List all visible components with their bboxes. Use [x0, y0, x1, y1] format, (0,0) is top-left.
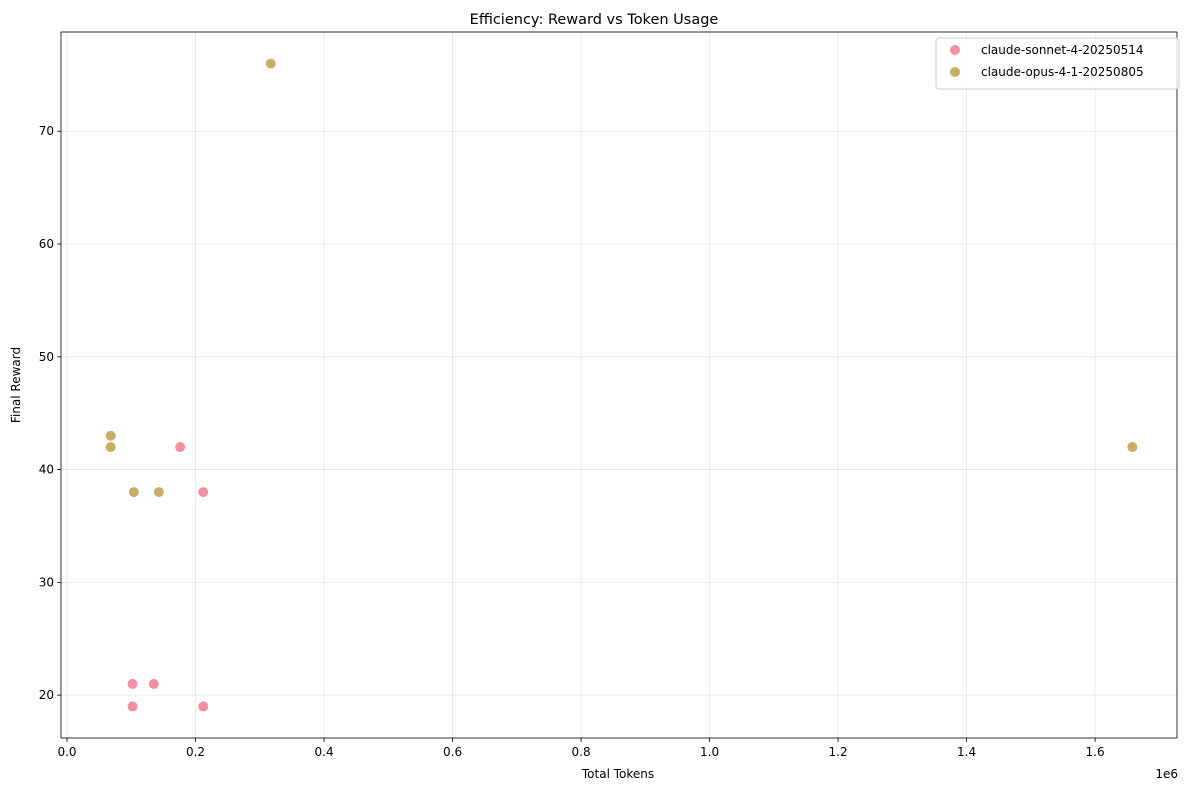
- x-tick-label: 1.4: [957, 745, 976, 759]
- data-point: [127, 701, 138, 712]
- series-1: [127, 442, 209, 712]
- axes-frame: [60, 31, 1178, 739]
- y-tick-label: 40: [39, 463, 54, 477]
- data-point: [265, 58, 276, 69]
- chart-title: Efficiency: Reward vs Token Usage: [470, 12, 719, 28]
- x-axis-label: Total Tokens: [581, 767, 654, 781]
- y-tick-label: 70: [39, 124, 54, 138]
- legend-label: claude-sonnet-4-20250514: [981, 43, 1144, 57]
- x-tick-label: 1.0: [700, 745, 719, 759]
- data-point: [198, 487, 209, 498]
- data-point: [198, 701, 209, 712]
- legend-frame: [935, 37, 1180, 90]
- x-tick-label: 0.0: [57, 745, 76, 759]
- y-axis-label: Final Reward: [9, 347, 23, 423]
- x-tick-label: 0.6: [443, 745, 462, 759]
- x-tick-label: 0.8: [572, 745, 591, 759]
- legend: claude-sonnet-4-20250514 claude-opus-4-1-…: [935, 37, 1180, 90]
- series-2: [105, 58, 1138, 498]
- x-tick-label: 0.4: [315, 745, 334, 759]
- legend-marker: [950, 45, 960, 55]
- x-tick-label: 0.2: [186, 745, 205, 759]
- data-point: [128, 487, 139, 498]
- data-point: [148, 678, 159, 689]
- data-point: [175, 442, 186, 453]
- x-gridlines: [66, 32, 1096, 738]
- y-tick-label: 50: [39, 350, 54, 364]
- y-tick-label: 60: [39, 237, 54, 251]
- data-point: [1127, 442, 1138, 453]
- legend-label: claude-opus-4-1-20250805: [981, 65, 1144, 79]
- y-axis-ticks: 20 30 40 50 60 70: [39, 124, 61, 702]
- data-point: [105, 430, 116, 441]
- y-tick-label: 30: [39, 575, 54, 589]
- x-tick-label: 1.6: [1086, 745, 1105, 759]
- data-points: [105, 58, 1138, 712]
- legend-marker: [950, 67, 960, 77]
- x-axis-offset-label: 1e6: [1155, 767, 1178, 781]
- data-point: [105, 442, 116, 453]
- y-gridlines: [61, 130, 1177, 696]
- data-point: [153, 487, 164, 498]
- y-tick-label: 20: [39, 688, 54, 702]
- legend-items: claude-sonnet-4-20250514 claude-opus-4-1-…: [950, 43, 1144, 79]
- data-point: [127, 678, 138, 689]
- x-tick-label: 1.2: [829, 745, 848, 759]
- x-axis-ticks: 0.0 0.2 0.4 0.6 0.8 1.0 1.2 1.4 1.6: [57, 738, 1105, 759]
- axes-background: [61, 32, 1177, 738]
- plot-area: 0.0 0.2 0.4 0.6 0.8 1.0 1.2 1.4 1.6 20 30 40 50 60 70: [39, 31, 1178, 759]
